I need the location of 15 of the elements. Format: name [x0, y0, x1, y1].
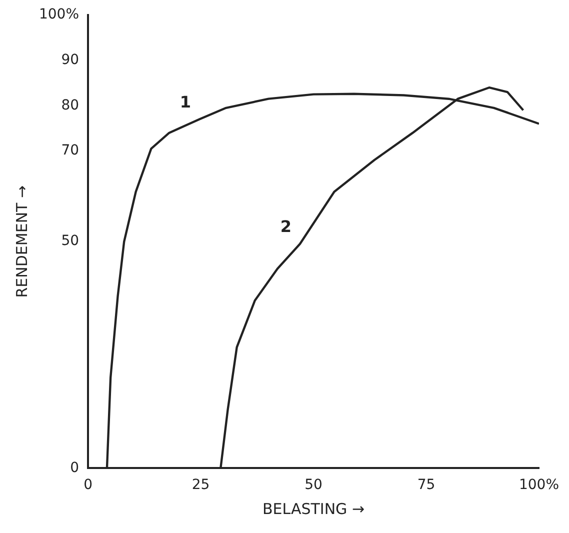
y-tick-label: 50: [61, 233, 80, 250]
x-tick-label: 25: [192, 477, 210, 494]
y-tick-label: 70: [61, 142, 80, 159]
y-tick-label: 90: [61, 52, 80, 68]
y-tick-label: 100%: [38, 6, 80, 23]
x-axis-title: BELASTING →: [262, 500, 365, 518]
y-tick-label: 80: [61, 97, 80, 114]
x-tick-label: 75: [417, 477, 436, 494]
x-tick-label: 100%: [518, 477, 560, 494]
y-tick-label: 0: [70, 460, 80, 476]
series-label: 1: [180, 92, 191, 112]
series-label: 2: [280, 217, 292, 236]
x-tick-label: 0: [84, 477, 92, 494]
x-tick-label: 50: [304, 477, 322, 494]
y-axis-title: RENDEMENT →: [12, 185, 31, 298]
